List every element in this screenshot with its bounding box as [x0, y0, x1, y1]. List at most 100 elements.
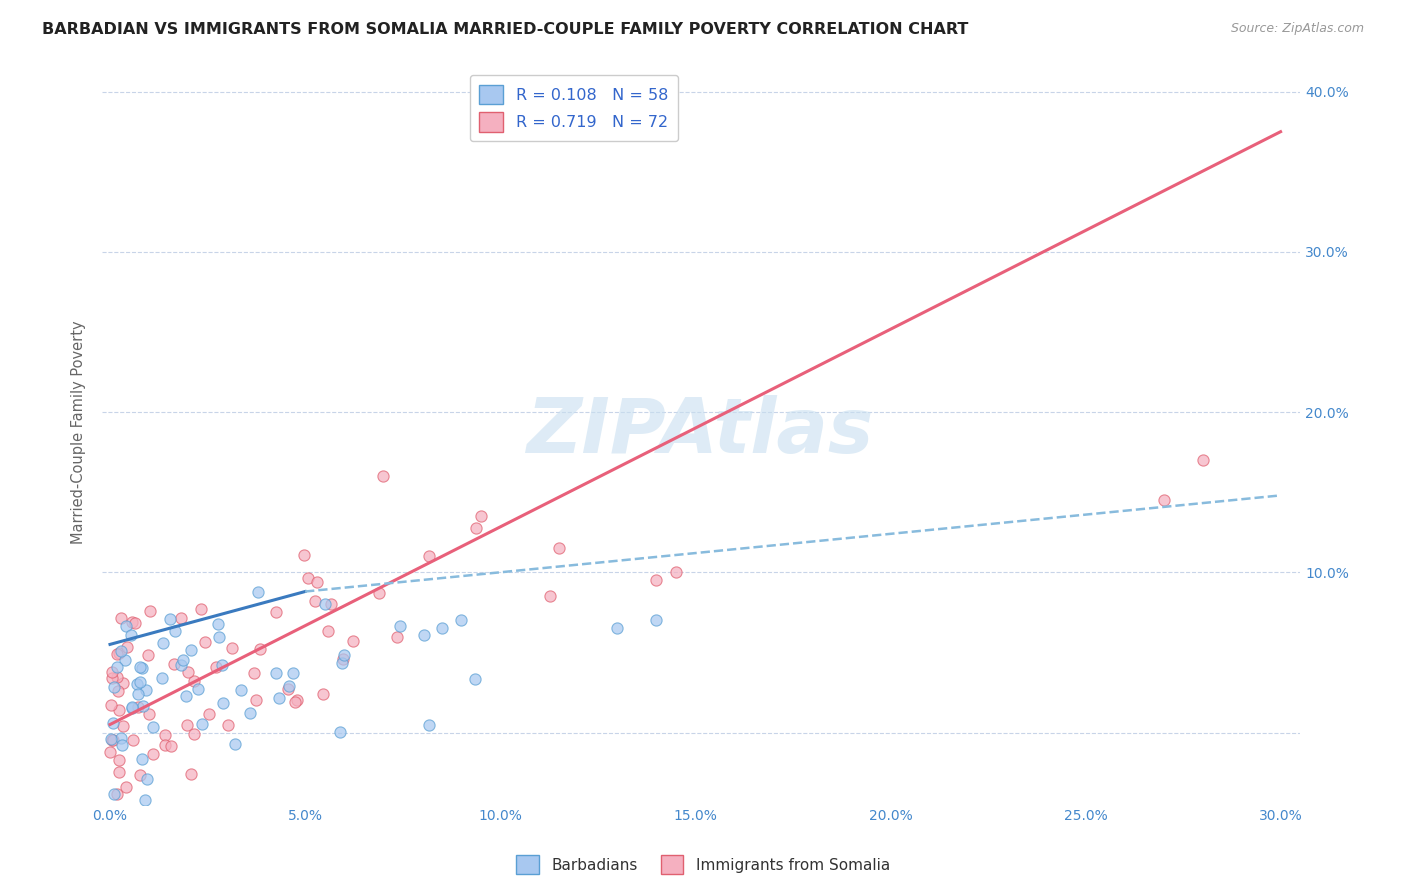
- Point: [297, 571, 319, 585]
- Point: [125, 677, 148, 691]
- Point: [389, 619, 412, 633]
- Point: [281, 666, 304, 681]
- Legend: Barbadians, Immigrants from Somalia: Barbadians, Immigrants from Somalia: [510, 849, 896, 880]
- Point: [111, 719, 134, 733]
- Point: [665, 566, 688, 580]
- Point: [129, 660, 152, 674]
- Point: [108, 703, 131, 717]
- Point: [269, 691, 291, 706]
- Point: [152, 636, 174, 650]
- Point: [211, 696, 233, 710]
- Point: [1153, 493, 1175, 508]
- Point: [110, 644, 132, 658]
- Point: [114, 653, 136, 667]
- Point: [332, 648, 354, 662]
- Point: [277, 679, 299, 693]
- Point: [191, 717, 214, 731]
- Point: [108, 753, 131, 767]
- Point: [105, 647, 128, 661]
- Point: [103, 788, 125, 802]
- Point: [465, 521, 488, 535]
- Point: [606, 621, 628, 635]
- Point: [107, 684, 129, 698]
- Point: [304, 594, 326, 608]
- Point: [110, 731, 132, 745]
- Point: [418, 549, 440, 563]
- Point: [105, 670, 128, 684]
- Point: [115, 640, 138, 654]
- Point: [221, 640, 243, 655]
- Point: [245, 693, 267, 707]
- Point: [412, 628, 434, 642]
- Point: [470, 509, 492, 524]
- Point: [332, 656, 354, 670]
- Point: [155, 738, 177, 752]
- Point: [101, 665, 124, 680]
- Point: [127, 687, 149, 701]
- Point: [121, 732, 143, 747]
- Point: [120, 628, 142, 642]
- Point: [134, 793, 156, 807]
- Point: [464, 672, 486, 686]
- Point: [105, 660, 128, 674]
- Point: [101, 671, 124, 685]
- Point: [329, 724, 352, 739]
- Point: [142, 720, 165, 734]
- Point: [190, 602, 212, 616]
- Point: [131, 661, 153, 675]
- Point: [314, 598, 336, 612]
- Point: [177, 665, 200, 680]
- Point: [385, 631, 408, 645]
- Point: [207, 616, 229, 631]
- Point: [305, 574, 328, 589]
- Point: [183, 727, 205, 741]
- Point: [127, 699, 149, 714]
- Point: [170, 611, 193, 625]
- Point: [121, 615, 143, 629]
- Point: [138, 706, 160, 721]
- Point: [321, 598, 343, 612]
- Point: [176, 718, 198, 732]
- Point: [163, 657, 186, 671]
- Point: [103, 716, 125, 731]
- Point: [239, 706, 262, 720]
- Point: [163, 624, 186, 639]
- Point: [159, 739, 181, 753]
- Point: [547, 541, 569, 556]
- Text: BARBADIAN VS IMMIGRANTS FROM SOMALIA MARRIED-COUPLE FAMILY POVERTY CORRELATION C: BARBADIAN VS IMMIGRANTS FROM SOMALIA MAR…: [42, 22, 969, 37]
- Point: [131, 752, 153, 766]
- Point: [208, 630, 231, 644]
- Point: [342, 633, 364, 648]
- Point: [111, 739, 134, 753]
- Point: [373, 469, 395, 483]
- Point: [121, 700, 143, 714]
- Point: [115, 618, 138, 632]
- Point: [150, 671, 173, 685]
- Point: [110, 611, 132, 625]
- Point: [430, 621, 453, 635]
- Point: [450, 613, 472, 627]
- Point: [136, 772, 159, 787]
- Point: [312, 687, 335, 701]
- Point: [1191, 453, 1213, 467]
- Point: [124, 616, 146, 631]
- Point: [139, 604, 162, 618]
- Point: [645, 574, 668, 588]
- Point: [266, 666, 288, 681]
- Point: [121, 701, 143, 715]
- Point: [128, 675, 150, 690]
- Point: [194, 635, 217, 649]
- Point: [231, 683, 253, 698]
- Point: [100, 745, 122, 759]
- Point: [367, 586, 389, 600]
- Point: [105, 787, 128, 801]
- Point: [174, 690, 197, 704]
- Point: [287, 693, 309, 707]
- Y-axis label: Married-Couple Family Poverty: Married-Couple Family Poverty: [72, 320, 86, 544]
- Point: [100, 733, 122, 747]
- Point: [172, 653, 194, 667]
- Point: [131, 699, 153, 714]
- Point: [246, 584, 269, 599]
- Point: [277, 682, 299, 697]
- Point: [217, 718, 239, 732]
